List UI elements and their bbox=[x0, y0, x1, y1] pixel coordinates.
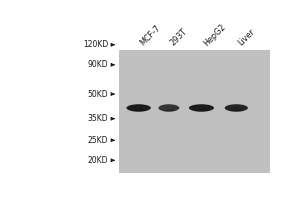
Text: 50KD: 50KD bbox=[88, 90, 108, 99]
Text: 25KD: 25KD bbox=[88, 136, 108, 145]
Text: Liver: Liver bbox=[236, 28, 256, 48]
Bar bbox=[119, 50, 270, 173]
Text: MCF-7: MCF-7 bbox=[139, 24, 163, 48]
Ellipse shape bbox=[229, 110, 243, 112]
Text: 35KD: 35KD bbox=[88, 114, 108, 123]
Text: 20KD: 20KD bbox=[88, 156, 108, 165]
Ellipse shape bbox=[189, 104, 214, 112]
Ellipse shape bbox=[163, 110, 175, 112]
Ellipse shape bbox=[131, 110, 146, 112]
Ellipse shape bbox=[158, 104, 179, 112]
Text: 90KD: 90KD bbox=[88, 60, 108, 69]
Text: HepG2: HepG2 bbox=[201, 22, 227, 48]
Ellipse shape bbox=[126, 104, 151, 112]
Ellipse shape bbox=[225, 104, 248, 112]
Text: 120KD: 120KD bbox=[83, 40, 108, 49]
Ellipse shape bbox=[194, 110, 209, 112]
Text: 293T: 293T bbox=[169, 27, 189, 48]
